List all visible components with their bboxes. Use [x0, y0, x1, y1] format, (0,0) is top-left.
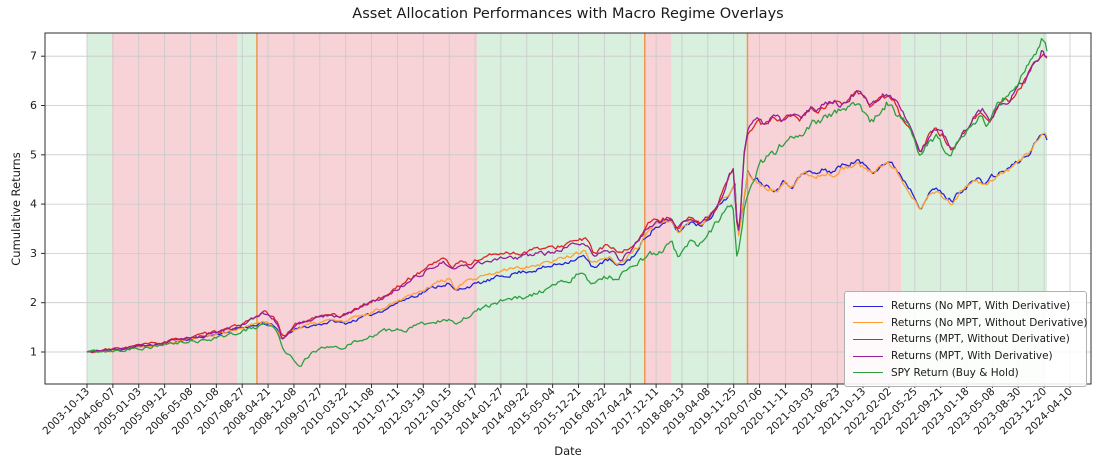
y-tick-label: 5	[30, 148, 37, 161]
legend-label: Returns (MPT, Without Derivative)	[891, 333, 1070, 346]
legend-row: Returns (No MPT, Without Derivative)	[853, 315, 1087, 332]
regime-band-green	[237, 33, 257, 384]
legend-line-swatch	[853, 305, 883, 307]
legend-label: SPY Return (Buy & Hold)	[891, 366, 1019, 379]
legend-line-swatch	[853, 372, 883, 374]
legend-row: Returns (No MPT, With Derivative)	[853, 298, 1078, 315]
y-axis-label: Cumulative Returns	[9, 152, 23, 266]
x-axis-label: Date	[554, 444, 582, 458]
y-tick-label: 7	[30, 50, 37, 63]
plot-border	[44, 32, 1092, 385]
regime-band-green	[477, 33, 645, 384]
legend-label: Returns (MPT, With Derivative)	[891, 350, 1053, 363]
y-tick-label: 3	[30, 247, 37, 260]
legend-label: Returns (No MPT, Without Derivative)	[891, 316, 1088, 329]
legend: Returns (No MPT, With Derivative) Returns…	[844, 291, 1087, 387]
y-tick-label: 2	[30, 296, 37, 309]
series-line	[86, 132, 1048, 354]
y-tick-label: 6	[30, 99, 37, 112]
legend-row: Returns (MPT, Without Derivative)	[853, 331, 1078, 348]
legend-row: Returns (MPT, With Derivative)	[853, 348, 1078, 365]
chart-title: Asset Allocation Performances with Macro…	[352, 6, 784, 22]
series-line	[86, 49, 1048, 354]
series-line	[87, 37, 1048, 367]
legend-line-swatch	[853, 355, 883, 357]
legend-line-swatch	[853, 322, 883, 324]
series-line	[86, 53, 1048, 353]
regime-band-red	[111, 33, 238, 384]
y-tick-label: 4	[30, 198, 37, 211]
regime-band-red	[644, 33, 672, 384]
regime-band-green	[671, 33, 748, 384]
y-tick-label: 1	[30, 346, 37, 359]
regime-band-green	[87, 33, 112, 384]
legend-row: SPY Return (Buy & Hold)	[853, 364, 1078, 381]
legend-line-swatch	[853, 338, 883, 340]
legend-label: Returns (No MPT, With Derivative)	[891, 300, 1071, 313]
